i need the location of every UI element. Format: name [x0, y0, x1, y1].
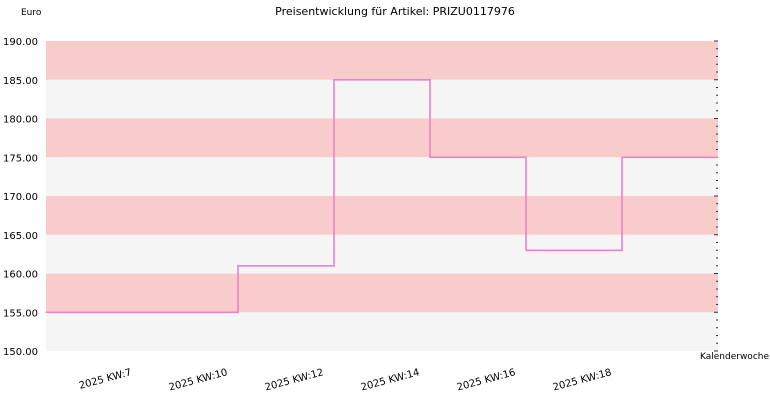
data-point [237, 265, 239, 267]
y-tick-label: 185.00 [3, 76, 38, 87]
y-tick-label: 160.00 [3, 270, 38, 281]
background-band [46, 196, 718, 235]
y-tick-label: 175.00 [3, 153, 38, 164]
x-axis-tick-labels: 2025 KW:7 2025 KW:10 2025 KW:12 2025 KW:14 2… [78, 367, 613, 393]
background-band [46, 79, 718, 119]
x-tick-label: 2025 KW:16 [456, 367, 517, 393]
chart-title: Preisentwicklung für Artikel: PRIZU01179… [275, 5, 515, 18]
x-tick-label: 2025 KW:14 [360, 367, 421, 393]
background-band [46, 273, 718, 313]
data-point [717, 156, 719, 158]
data-point [621, 249, 623, 251]
x-tick-label: 2025 KW:7 [78, 367, 133, 392]
y-tick-label: 150.00 [3, 347, 38, 358]
series-line [46, 79, 718, 314]
x-tick-label: 2025 KW:12 [264, 367, 325, 393]
background-bands [46, 41, 718, 351]
data-point [45, 311, 47, 313]
background-band [46, 312, 718, 351]
data-point [237, 311, 239, 313]
series-lines [45, 79, 719, 314]
y-axis-label: Euro [21, 8, 42, 18]
data-point [429, 156, 431, 158]
y-axis-tick-labels: 150.00 155.00 160.00 165.00 170.00 175.00 180.… [3, 37, 38, 358]
background-band [46, 157, 718, 196]
x-tick-label: 2025 KW:10 [168, 367, 229, 393]
x-axis-label: Kalenderwoche [700, 352, 769, 362]
right-axis-minor-ticks [714, 40, 718, 352]
y-tick-label: 190.00 [3, 37, 38, 48]
y-tick-label: 165.00 [3, 231, 38, 242]
y-tick-label: 170.00 [3, 192, 38, 203]
y-tick-label: 180.00 [3, 115, 38, 126]
background-band [46, 118, 718, 158]
background-band [46, 41, 718, 80]
background-band [46, 234, 718, 274]
data-point [333, 79, 335, 81]
data-point [429, 79, 431, 81]
data-point [621, 156, 623, 158]
x-tick-label: 2025 KW:18 [552, 367, 613, 393]
y-tick-label: 155.00 [3, 308, 38, 319]
data-point [525, 249, 527, 251]
data-point [525, 156, 527, 158]
data-point [333, 265, 335, 267]
